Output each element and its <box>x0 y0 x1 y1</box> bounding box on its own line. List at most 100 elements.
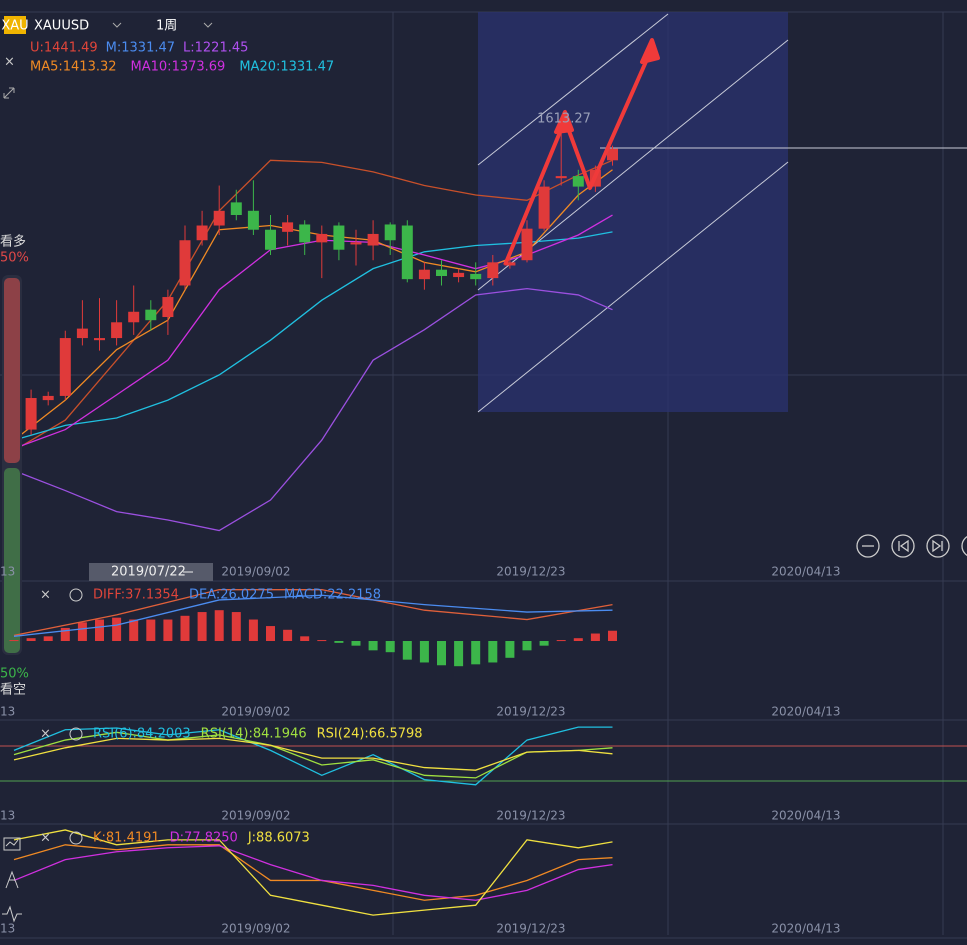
legend-item: D:77.8250 <box>170 831 238 846</box>
date-label: 2020/04/13 <box>771 705 840 719</box>
macd-bar <box>385 641 395 653</box>
zoom-out-button[interactable] <box>856 534 880 558</box>
symbol[interactable]: XAUUSD <box>34 19 89 34</box>
sentiment-bear <box>4 468 20 653</box>
macd-bar <box>248 619 258 641</box>
macd-bar <box>556 640 566 642</box>
indicator-line <box>13 737 613 771</box>
macd-bar <box>590 633 600 641</box>
macd-bar <box>300 636 310 641</box>
legend-item: MACD:22.2158 <box>284 588 381 603</box>
close-icon[interactable]: × <box>4 55 15 70</box>
candle-body <box>94 338 105 341</box>
macd-bar <box>43 636 53 641</box>
legend-item: U:1441.49 <box>30 41 98 56</box>
macd-bar <box>180 615 190 641</box>
indicator-line <box>13 726 613 786</box>
candle-body <box>282 222 294 232</box>
date-label: 2020/04/13 <box>771 565 840 579</box>
channel-zone <box>478 12 788 412</box>
macd-bar <box>266 626 275 641</box>
channel-line <box>477 161 789 413</box>
draw-icon[interactable] <box>5 870 19 889</box>
date-label: 2020/04/13 <box>771 809 840 823</box>
indicator-icon[interactable] <box>3 837 21 851</box>
macd-bar <box>26 638 36 641</box>
macd-bar <box>608 630 617 641</box>
candle-body <box>555 176 567 179</box>
wave-icon[interactable] <box>2 905 22 923</box>
indicator-line <box>13 159 613 452</box>
legend-item: RSI(24):66.5798 <box>317 727 423 742</box>
settings-icon <box>69 727 83 741</box>
candle-body <box>333 225 345 250</box>
macd-bar <box>573 638 583 641</box>
legend-item: DIFF:37.1354 <box>93 588 179 603</box>
legend-item: RSI(6):84.2003 <box>93 727 191 742</box>
legend-item: MA20:1331.47 <box>239 60 334 75</box>
arrow-path <box>503 47 654 266</box>
bear-label: 看空 <box>0 682 26 698</box>
macd-bar <box>163 619 173 641</box>
bull-label: 看多 <box>0 234 26 250</box>
indicator-line <box>13 845 613 901</box>
macd-bar <box>197 612 207 641</box>
legend-item: M:1331.47 <box>106 41 175 56</box>
legend-item: K:81.4191 <box>93 831 160 846</box>
candle-body <box>384 224 396 241</box>
date-label: 2020/04/13 <box>771 922 840 936</box>
icon <box>898 539 909 553</box>
bear-pct: 50% <box>0 667 29 682</box>
date-label: 2019/12/23 <box>496 565 565 579</box>
more-button[interactable] <box>961 535 967 557</box>
candle-body <box>196 225 208 241</box>
legend-item: L:1221.45 <box>183 41 248 56</box>
candle-body <box>265 229 276 250</box>
date-label: 2019/09/02 <box>221 705 290 719</box>
candle-body <box>350 242 362 245</box>
macd-bar <box>488 641 498 663</box>
candle-body <box>436 269 447 277</box>
candle-body <box>453 272 465 278</box>
indicator-line <box>13 594 613 637</box>
macd-bar <box>402 641 412 660</box>
date-label: 2019/12/23 <box>496 705 565 719</box>
period[interactable]: 1周 <box>156 19 177 34</box>
end-button[interactable] <box>926 534 950 558</box>
macd-bar <box>437 641 446 666</box>
start-button[interactable] <box>891 534 915 558</box>
dropdown-icon[interactable] <box>112 22 122 28</box>
legend-item: MA10:1373.69 <box>131 60 226 75</box>
legend-item: DEA:26.0275 <box>189 588 274 603</box>
cursor-date-box <box>89 563 213 581</box>
candle-body <box>247 210 259 230</box>
close-icon: × <box>40 831 51 846</box>
macd-bar <box>95 619 104 641</box>
candle-body <box>538 186 550 229</box>
candle-body <box>230 202 242 216</box>
macd-bar <box>60 627 70 641</box>
candle-body <box>145 309 157 321</box>
dropdown-icon[interactable] <box>203 22 213 28</box>
settings-icon <box>69 831 83 845</box>
macd-bar <box>334 641 344 643</box>
candle-body <box>299 224 311 243</box>
candle-body <box>504 262 516 266</box>
arrows <box>503 38 660 266</box>
date-label: 13 <box>0 809 15 823</box>
macd-bar <box>9 640 19 642</box>
date-label: 2019/12/23 <box>496 809 565 823</box>
candle-body <box>213 210 225 226</box>
macd-bar <box>214 610 224 641</box>
macd-bar <box>419 641 429 663</box>
close-icon: × <box>40 588 51 603</box>
macd-bar <box>283 629 293 641</box>
macd-bar <box>146 619 156 641</box>
candle-body <box>521 228 533 261</box>
logo-box <box>4 16 26 34</box>
candle-body <box>316 233 328 243</box>
indicator-line <box>13 829 613 916</box>
expand-icon[interactable] <box>3 87 15 99</box>
